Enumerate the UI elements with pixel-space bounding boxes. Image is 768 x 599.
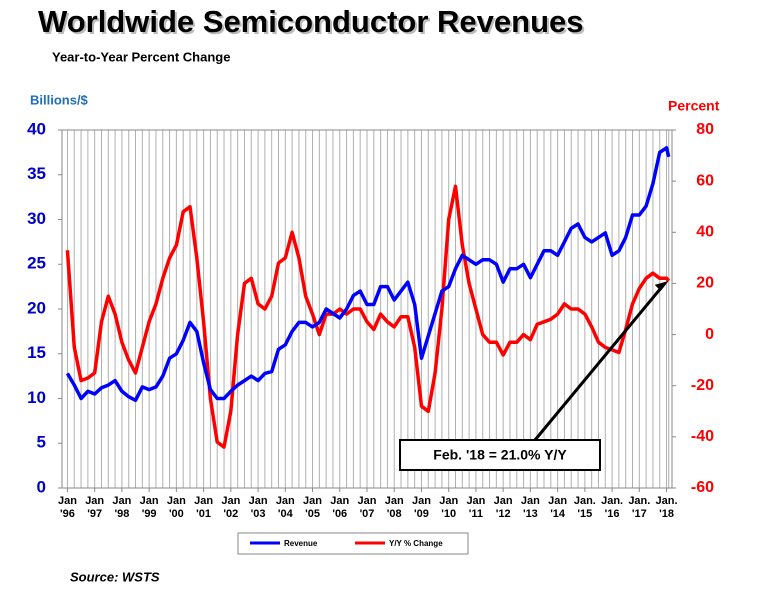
y2-axis-title: Percent xyxy=(668,98,720,114)
x-tick-label: Jan xyxy=(412,495,431,507)
y2-tick-label: -20 xyxy=(691,377,714,394)
y-tick-label: 0 xyxy=(37,477,46,496)
data-line xyxy=(65,146,671,403)
x-tick-label: '05 xyxy=(305,508,320,520)
x-tick-label: '00 xyxy=(169,508,184,520)
legend-label: Revenue xyxy=(284,539,318,548)
x-tick-label: Jan xyxy=(85,495,104,507)
x-tick-label: '04 xyxy=(278,508,294,520)
annotation: Feb. '18 = 21.0% Y/Y xyxy=(433,447,567,463)
x-tick-label: '15 xyxy=(577,508,592,520)
y-axis-title: Billions/$ xyxy=(30,92,89,107)
x-tick-label: Jan xyxy=(112,495,131,507)
x-tick-label: '06 xyxy=(332,508,347,520)
x-tick-label: Jan. xyxy=(656,495,678,507)
y2-tick-label: 20 xyxy=(696,275,714,292)
y-tick-label: 30 xyxy=(27,209,46,228)
x-tick-label: Jan xyxy=(494,495,513,507)
annotation-arrow xyxy=(533,284,664,441)
y-tick-label: 20 xyxy=(27,298,46,317)
x-tick-label: '99 xyxy=(142,508,157,520)
y-tick-label: 40 xyxy=(27,119,46,138)
x-tick-label: '17 xyxy=(632,508,647,520)
annotation-box xyxy=(399,439,601,471)
x-tick-label: Jan xyxy=(194,495,213,507)
title-shadow: Worldwide Semiconductor Revenues xyxy=(40,6,585,41)
y2-tick-label: -60 xyxy=(691,479,714,496)
legend-label: Y/Y % Change xyxy=(389,539,443,548)
x-tick-label: Jan xyxy=(303,495,322,507)
y2-tick-label: -40 xyxy=(691,428,714,445)
x-tick-label: Jan xyxy=(548,495,567,507)
x-tick-label: Jan xyxy=(521,495,540,507)
x-tick-label: Jan xyxy=(167,495,186,507)
data-line xyxy=(65,184,671,449)
x-tick-label: '09 xyxy=(414,508,429,520)
x-tick-label: '97 xyxy=(87,508,102,520)
x-tick-label: Jan xyxy=(58,495,77,507)
x-tick-label: '01 xyxy=(196,508,211,520)
x-tick-label: '02 xyxy=(223,508,238,520)
y-tick-label: 15 xyxy=(27,343,46,362)
chart-title: Worldwide Semiconductor Revenues xyxy=(38,4,583,39)
source: Source: WSTS xyxy=(70,569,160,584)
y-tick-label: 5 xyxy=(37,433,46,452)
x-tick-label: '18 xyxy=(659,508,674,520)
y2-tick-label: 40 xyxy=(696,224,714,241)
y2-tick-label: 0 xyxy=(705,326,714,343)
y2-tick-label: 80 xyxy=(696,121,714,138)
x-tick-label: Jan xyxy=(466,495,485,507)
x-tick-label: Jan xyxy=(140,495,159,507)
x-tick-label: '10 xyxy=(441,508,456,520)
x-tick-label: '13 xyxy=(523,508,538,520)
x-tick-label: '11 xyxy=(469,508,483,520)
x-tick-label: '14 xyxy=(550,508,566,520)
x-tick-label: Jan xyxy=(330,495,349,507)
x-tick-label: Jan xyxy=(221,495,240,507)
x-tick-label: Jan xyxy=(276,495,295,507)
x-tick-label: Jan xyxy=(385,495,404,507)
x-tick-label: Jan. xyxy=(601,495,623,507)
subtitle: Year-to-Year Percent Change xyxy=(52,49,230,64)
arrow-head xyxy=(654,280,669,291)
y-tick-label: 25 xyxy=(27,254,46,273)
x-tick-label: '12 xyxy=(496,508,511,520)
x-tick-label: '16 xyxy=(605,508,620,520)
x-tick-label: Jan xyxy=(358,495,377,507)
x-tick-label: Jan. xyxy=(628,495,650,507)
legend-box xyxy=(237,532,469,555)
y-tick-label: 35 xyxy=(27,164,46,183)
x-tick-label: Jan xyxy=(439,495,458,507)
x-tick-label: Jan. xyxy=(574,495,596,507)
y2-tick-label: 60 xyxy=(696,172,714,189)
x-tick-label: '08 xyxy=(387,508,402,520)
x-tick-label: '96 xyxy=(60,508,75,520)
x-tick-label: '03 xyxy=(251,508,266,520)
x-tick-label: Jan xyxy=(249,495,268,507)
y-tick-label: 10 xyxy=(27,388,46,407)
x-tick-label: '98 xyxy=(114,508,129,520)
x-tick-label: '07 xyxy=(360,508,375,520)
